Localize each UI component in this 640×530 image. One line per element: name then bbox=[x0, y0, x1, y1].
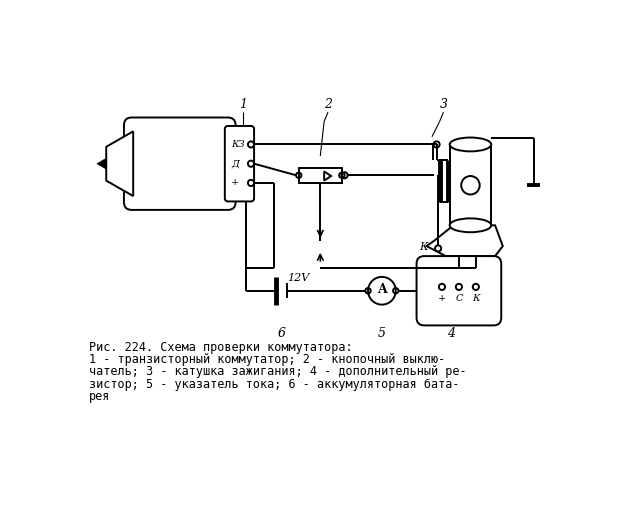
Text: +: + bbox=[438, 294, 446, 303]
Text: +: + bbox=[231, 179, 239, 188]
Text: Рис. 224. Схема проверки коммутатора:: Рис. 224. Схема проверки коммутатора: bbox=[90, 341, 353, 354]
Ellipse shape bbox=[450, 137, 492, 152]
Text: 1: 1 bbox=[239, 99, 247, 111]
Polygon shape bbox=[97, 158, 106, 169]
FancyBboxPatch shape bbox=[417, 256, 501, 325]
Ellipse shape bbox=[450, 218, 492, 232]
Polygon shape bbox=[106, 131, 133, 196]
Text: 3: 3 bbox=[440, 99, 447, 111]
Bar bbox=[450, 145, 492, 225]
Text: К: К bbox=[472, 294, 479, 303]
Text: 12V: 12V bbox=[287, 273, 310, 284]
Text: A: A bbox=[377, 284, 387, 296]
FancyBboxPatch shape bbox=[225, 126, 254, 201]
Polygon shape bbox=[427, 225, 503, 256]
Text: 5: 5 bbox=[378, 327, 386, 340]
Text: зистор; 5 - указатель тока; 6 - аккумуляторная бата-: зистор; 5 - указатель тока; 6 - аккумуля… bbox=[90, 378, 460, 391]
Text: 4: 4 bbox=[447, 327, 455, 340]
Bar bbox=[299, 167, 342, 183]
FancyBboxPatch shape bbox=[124, 118, 236, 210]
Text: чатель; 3 - катушка зажигания; 4 - дополнительный ре-: чатель; 3 - катушка зажигания; 4 - допол… bbox=[90, 366, 467, 378]
Text: К: К bbox=[419, 242, 428, 252]
Text: 2: 2 bbox=[324, 99, 332, 111]
Text: С: С bbox=[455, 294, 463, 303]
Text: Д: Д bbox=[231, 159, 239, 168]
Text: 6: 6 bbox=[278, 327, 286, 340]
Text: КЗ: КЗ bbox=[231, 140, 244, 149]
Text: рея: рея bbox=[90, 390, 111, 403]
Text: 1 - транзисторный коммутатор; 2 - кнопочный выклю-: 1 - транзисторный коммутатор; 2 - кнопоч… bbox=[90, 353, 445, 366]
